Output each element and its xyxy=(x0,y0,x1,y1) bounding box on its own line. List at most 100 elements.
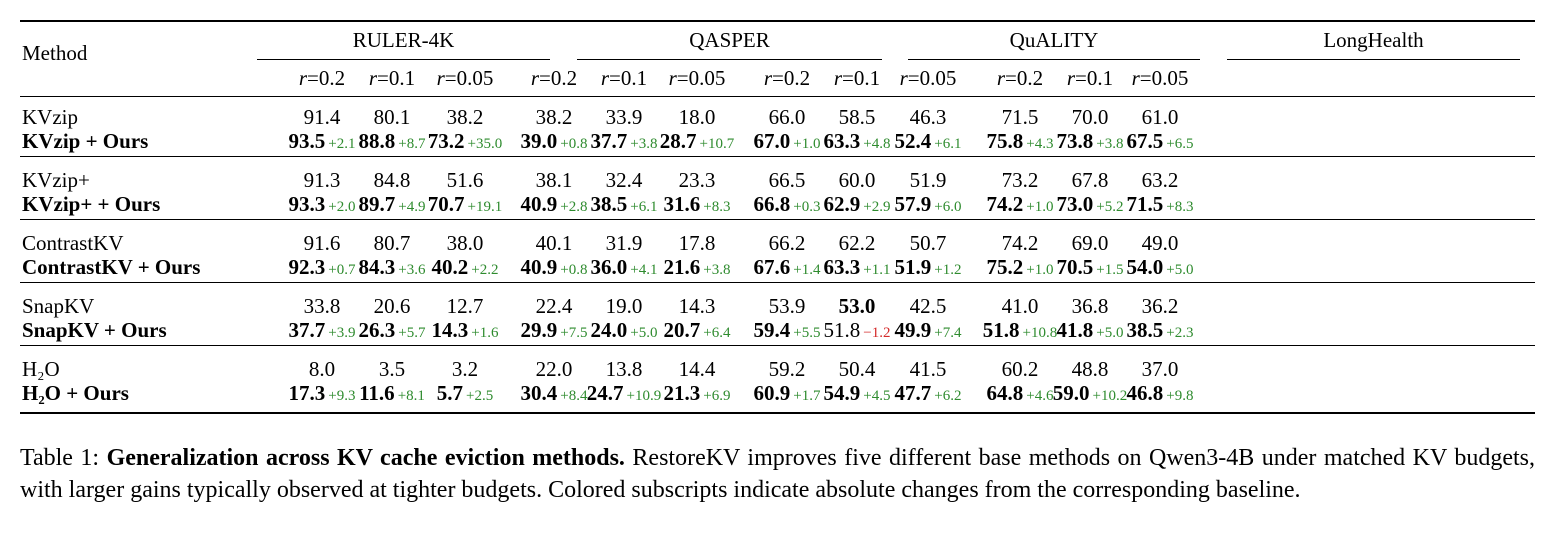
group-separator xyxy=(20,219,1535,220)
delta-subscript: +2.2 xyxy=(471,262,499,278)
delta-subscript: +5.0 xyxy=(630,325,658,341)
base-value: 63.2 xyxy=(1141,168,1179,192)
base-value: 67.8 xyxy=(1071,168,1109,192)
delta-subscript: +3.9 xyxy=(328,325,356,341)
ours-value: 47.7 +6.2 xyxy=(894,381,962,405)
method-name: SnapKV xyxy=(22,294,95,318)
base-value: 60.2 xyxy=(1001,357,1039,381)
base-value: 38.2 xyxy=(535,105,573,129)
ours-value: 89.7 +4.9 xyxy=(358,192,426,216)
ours-value: 37.7 +3.9 xyxy=(288,318,356,342)
base-value: 22.0 xyxy=(535,357,573,381)
delta-subscript: +1.5 xyxy=(1096,262,1124,278)
delta-subscript: +9.8 xyxy=(1166,388,1194,404)
ours-value: 5.7 +2.5 xyxy=(436,381,494,405)
group-header: QASPER xyxy=(689,28,770,52)
delta-subscript: +2.3 xyxy=(1166,325,1194,341)
delta-subscript: +0.7 xyxy=(328,262,356,278)
base-value: 70.0 xyxy=(1071,105,1109,129)
ours-value: 31.6 +8.3 xyxy=(663,192,731,216)
group-header: LongHealth xyxy=(1323,28,1424,52)
base-value: 80.7 xyxy=(373,231,411,255)
ours-value: 74.2 +1.0 xyxy=(986,192,1054,216)
ratio-label: r=0.2 xyxy=(530,66,578,90)
base-value: 49.0 xyxy=(1141,231,1179,255)
ours-value: 21.3 +6.9 xyxy=(663,381,731,405)
group-separator xyxy=(20,282,1535,283)
ours-value: 24.7 +10.9 xyxy=(586,381,662,405)
ours-value: 52.4 +6.1 xyxy=(894,129,962,153)
base-value: 84.8 xyxy=(373,168,411,192)
delta-subscript: +8.4 xyxy=(560,388,588,404)
delta-subscript: +3.8 xyxy=(703,262,731,278)
ratio-label: r=0.1 xyxy=(600,66,648,90)
base-value: 48.8 xyxy=(1071,357,1109,381)
ours-value: 73.2 +35.0 xyxy=(427,129,503,153)
base-value: 23.3 xyxy=(678,168,716,192)
delta-subscript: +1.1 xyxy=(863,262,891,278)
delta-subscript: +2.9 xyxy=(863,199,891,215)
ours-value: 70.5 +1.5 xyxy=(1056,255,1124,279)
ours-value: 36.0 +4.1 xyxy=(590,255,658,279)
base-value: 41.5 xyxy=(909,357,947,381)
ours-value: 67.6 +1.4 xyxy=(753,255,821,279)
ours-value: 93.5 +2.1 xyxy=(288,129,356,153)
delta-subscript: +4.1 xyxy=(630,262,658,278)
delta-subscript: +2.8 xyxy=(560,199,588,215)
delta-subscript: +8.3 xyxy=(1166,199,1194,215)
base-value: 69.0 xyxy=(1071,231,1109,255)
ours-value: 59.0 +10.2 xyxy=(1052,381,1128,405)
base-value: 91.3 xyxy=(303,168,341,192)
base-value: 53.9 xyxy=(768,294,806,318)
ours-value: 64.8 +4.6 xyxy=(986,381,1054,405)
ours-value: 20.7 +6.4 xyxy=(663,318,731,342)
method-name: KVzip+ xyxy=(22,168,90,192)
group-underline xyxy=(577,59,882,60)
ours-value: 84.3 +3.6 xyxy=(358,255,426,279)
ratio-label: r=0.2 xyxy=(298,66,346,90)
ours-value: 75.2 +1.0 xyxy=(986,255,1054,279)
base-value: 38.0 xyxy=(446,231,484,255)
ours-value: 40.9 +2.8 xyxy=(520,192,588,216)
base-value: 22.4 xyxy=(535,294,573,318)
method-name-ours: H₂O + Ours xyxy=(22,381,129,405)
delta-subscript: +0.8 xyxy=(560,262,588,278)
ours-value: 66.8 +0.3 xyxy=(753,192,821,216)
delta-subscript: +8.7 xyxy=(398,136,426,152)
ours-value: 30.4 +8.4 xyxy=(520,381,588,405)
base-value: 36.8 xyxy=(1071,294,1109,318)
delta-subscript: +2.5 xyxy=(466,388,494,404)
delta-subscript: +9.3 xyxy=(328,388,356,404)
base-value: 51.6 xyxy=(446,168,484,192)
caption-bold: Generalization across KV cache eviction … xyxy=(106,445,625,471)
base-value: 38.2 xyxy=(446,105,484,129)
ours-value: 26.3 +5.7 xyxy=(358,318,426,342)
base-value: 91.6 xyxy=(303,231,341,255)
delta-subscript: +19.1 xyxy=(467,199,503,215)
caption-rest: RestoreKV improves five different base m… xyxy=(20,445,1535,503)
ratio-label: r=0.05 xyxy=(668,66,726,90)
ratio-label: r=0.05 xyxy=(899,66,957,90)
base-value: 73.2 xyxy=(1001,168,1039,192)
delta-subscript: +6.4 xyxy=(703,325,731,341)
ours-value: 54.9 +4.5 xyxy=(823,381,891,405)
delta-subscript: +1.0 xyxy=(1026,262,1054,278)
delta-subscript: +10.9 xyxy=(626,388,662,404)
ours-value: 59.4 +5.5 xyxy=(753,318,821,342)
ours-value: 41.8 +5.0 xyxy=(1056,318,1124,342)
method-header: Method xyxy=(22,41,88,65)
ours-value: 73.8 +3.8 xyxy=(1056,129,1124,153)
ours-value: 51.8 −1.2 xyxy=(823,318,891,342)
base-value: 14.4 xyxy=(678,357,716,381)
base-value: 13.8 xyxy=(605,357,643,381)
delta-subscript: +1.0 xyxy=(1026,199,1054,215)
delta-subscript: −1.2 xyxy=(863,325,891,341)
ours-value: 67.0 +1.0 xyxy=(753,129,821,153)
base-value: 17.8 xyxy=(678,231,716,255)
base-value: 53.0 xyxy=(838,294,876,318)
ours-value: 11.6 +8.1 xyxy=(359,381,425,405)
delta-subscript: +1.0 xyxy=(793,136,821,152)
delta-subscript: +6.2 xyxy=(934,388,962,404)
delta-subscript: +6.5 xyxy=(1166,136,1194,152)
bottom-rule xyxy=(20,412,1535,414)
